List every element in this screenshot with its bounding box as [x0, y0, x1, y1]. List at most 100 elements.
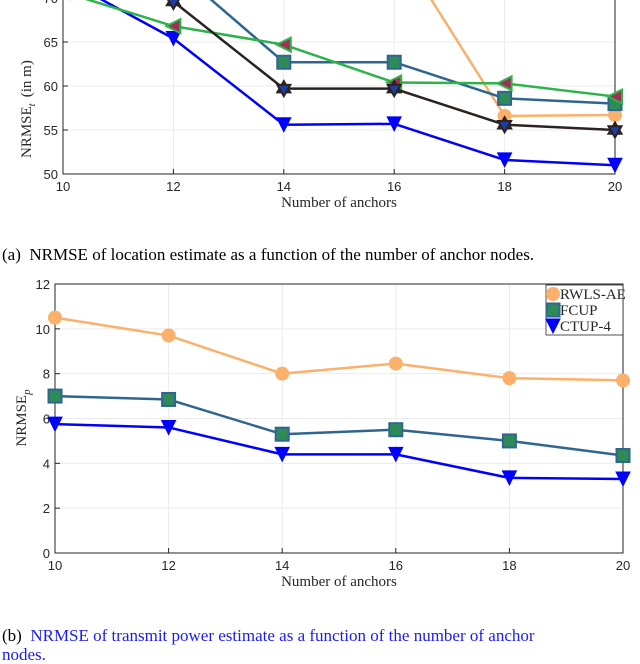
series-2-point: [274, 446, 291, 463]
series-2-point: [496, 152, 513, 169]
y-tick-label: 65: [44, 35, 58, 50]
hexagram-part: [385, 83, 403, 99]
axes-box: [62, 0, 616, 175]
y-tick-label: 60: [44, 79, 58, 94]
x-tick-label: 18: [502, 558, 516, 573]
series-2-point: [386, 116, 403, 132]
caption-b-text: NRMSE of transmit power estimate as a fu…: [30, 626, 535, 645]
series-3-segment: [283, 43, 395, 84]
series-1-point: [274, 426, 290, 442]
series-2-point: [501, 470, 518, 487]
legend-label-0: RWLS-AE: [560, 287, 626, 303]
series-2-point: [387, 446, 404, 463]
series-0-segment: [282, 362, 396, 375]
series-4-point: [385, 79, 403, 99]
series-2-point: [165, 30, 182, 47]
caption-b: (b) NRMSE of transmit power estimate as …: [2, 626, 535, 664]
series-3-point: [495, 74, 513, 92]
series-0: [48, 310, 630, 388]
series-1-point: [276, 54, 292, 70]
series-1-segment: [168, 398, 283, 436]
chart-power-nrmse: 10 12 14 16 18 20 0 2 4 6 8 10 12 Number of anchors NR…: [14, 277, 631, 590]
y-tick-label: 55: [44, 123, 58, 138]
series-1-point: [615, 447, 631, 463]
series-4-point: [165, 0, 182, 12]
series-2-segment: [395, 453, 510, 480]
series-2: [99, 0, 623, 174]
caption-a-label: (a): [2, 245, 21, 264]
series-2-segment: [393, 122, 505, 162]
series-1-segment: [395, 428, 510, 443]
series-0-point: [502, 371, 517, 386]
series-2-point: [275, 117, 292, 133]
series-0-segment: [168, 334, 283, 375]
series-2-segment: [283, 122, 395, 126]
series-1-point: [388, 422, 404, 438]
chart-location-nrmse: 10 12 14 16 18 20 50 55 60 65 70 Number of anchors N…: [19, 0, 624, 211]
series-2-segment: [509, 476, 624, 481]
series-4-segment: [504, 123, 616, 132]
series-1-segment: [509, 439, 624, 457]
series-0-segment: [509, 376, 624, 382]
x-tick-label: 14: [277, 179, 291, 194]
series-3-segment: [85, 0, 174, 28]
series-3-point: [164, 17, 182, 35]
series-1-point: [497, 90, 513, 106]
x-axis-label: Number of anchors: [281, 195, 397, 211]
x-tick-label: 10: [48, 558, 62, 573]
series-1: [47, 388, 631, 463]
x-tick-label: 12: [166, 179, 180, 194]
y-tick-label: 10: [36, 322, 50, 337]
series-group: [70, 0, 624, 174]
series-4: [165, 0, 624, 140]
series-0-segment: [430, 0, 506, 117]
series-0-point: [616, 373, 630, 388]
y-tick-label: 50: [44, 167, 58, 182]
series-2-point: [615, 471, 631, 488]
legend-label-2: CTUP-4: [560, 319, 611, 335]
series-3-point: [274, 36, 292, 54]
series-1-segment: [282, 428, 396, 436]
y-axis-label-main: NRMSE: [19, 106, 35, 158]
y-axis-label: NRMSEp: [14, 389, 33, 447]
x-tick-label: 16: [387, 179, 401, 194]
caption-b-label: (b): [2, 626, 22, 645]
y-axis-label-subscript: t: [26, 102, 38, 106]
series-0: [430, 0, 622, 123]
series-2: [47, 416, 631, 488]
series-1-point: [47, 388, 63, 404]
hexagram-part: [606, 125, 624, 140]
series-2-segment: [172, 37, 285, 126]
hexagram-part: [496, 119, 513, 135]
series-0-point: [275, 366, 290, 381]
legend-marker-0: [546, 287, 560, 301]
hexagram-part: [275, 83, 293, 99]
series-0-segment: [504, 113, 616, 118]
y-tick-label: 6: [43, 412, 50, 427]
x-tick-label: 16: [389, 558, 403, 573]
series-4-segment: [393, 87, 505, 126]
x-tick-label: 20: [616, 558, 630, 573]
y-axis-label: NRMSEt (in m): [19, 60, 38, 158]
series-2-point: [160, 419, 177, 436]
y-tick-label: 2: [43, 501, 50, 516]
series-3-segment: [504, 82, 616, 98]
series-2-point: [607, 157, 623, 174]
x-tick-label: 12: [161, 558, 175, 573]
y-axis-label-unit: (in m): [19, 60, 35, 97]
caption-b-text-line2: nodes.: [2, 645, 46, 664]
series-3: [70, 0, 623, 106]
y-tick-label: 70: [44, 0, 58, 6]
series-1-point: [386, 54, 402, 70]
y-tick-label: 8: [43, 367, 50, 382]
caption-a-text: NRMSE of location estimate as a function…: [29, 245, 535, 264]
caption-a: (a) NRMSE of location estimate as a func…: [2, 245, 534, 264]
series-group: [47, 310, 631, 488]
series-3-segment: [173, 24, 285, 46]
series-1-segment: [393, 61, 505, 100]
series-3-segment: [394, 81, 505, 85]
series-2-segment: [54, 422, 169, 429]
series-3-point: [605, 87, 623, 106]
hexagram-part: [167, 0, 180, 12]
